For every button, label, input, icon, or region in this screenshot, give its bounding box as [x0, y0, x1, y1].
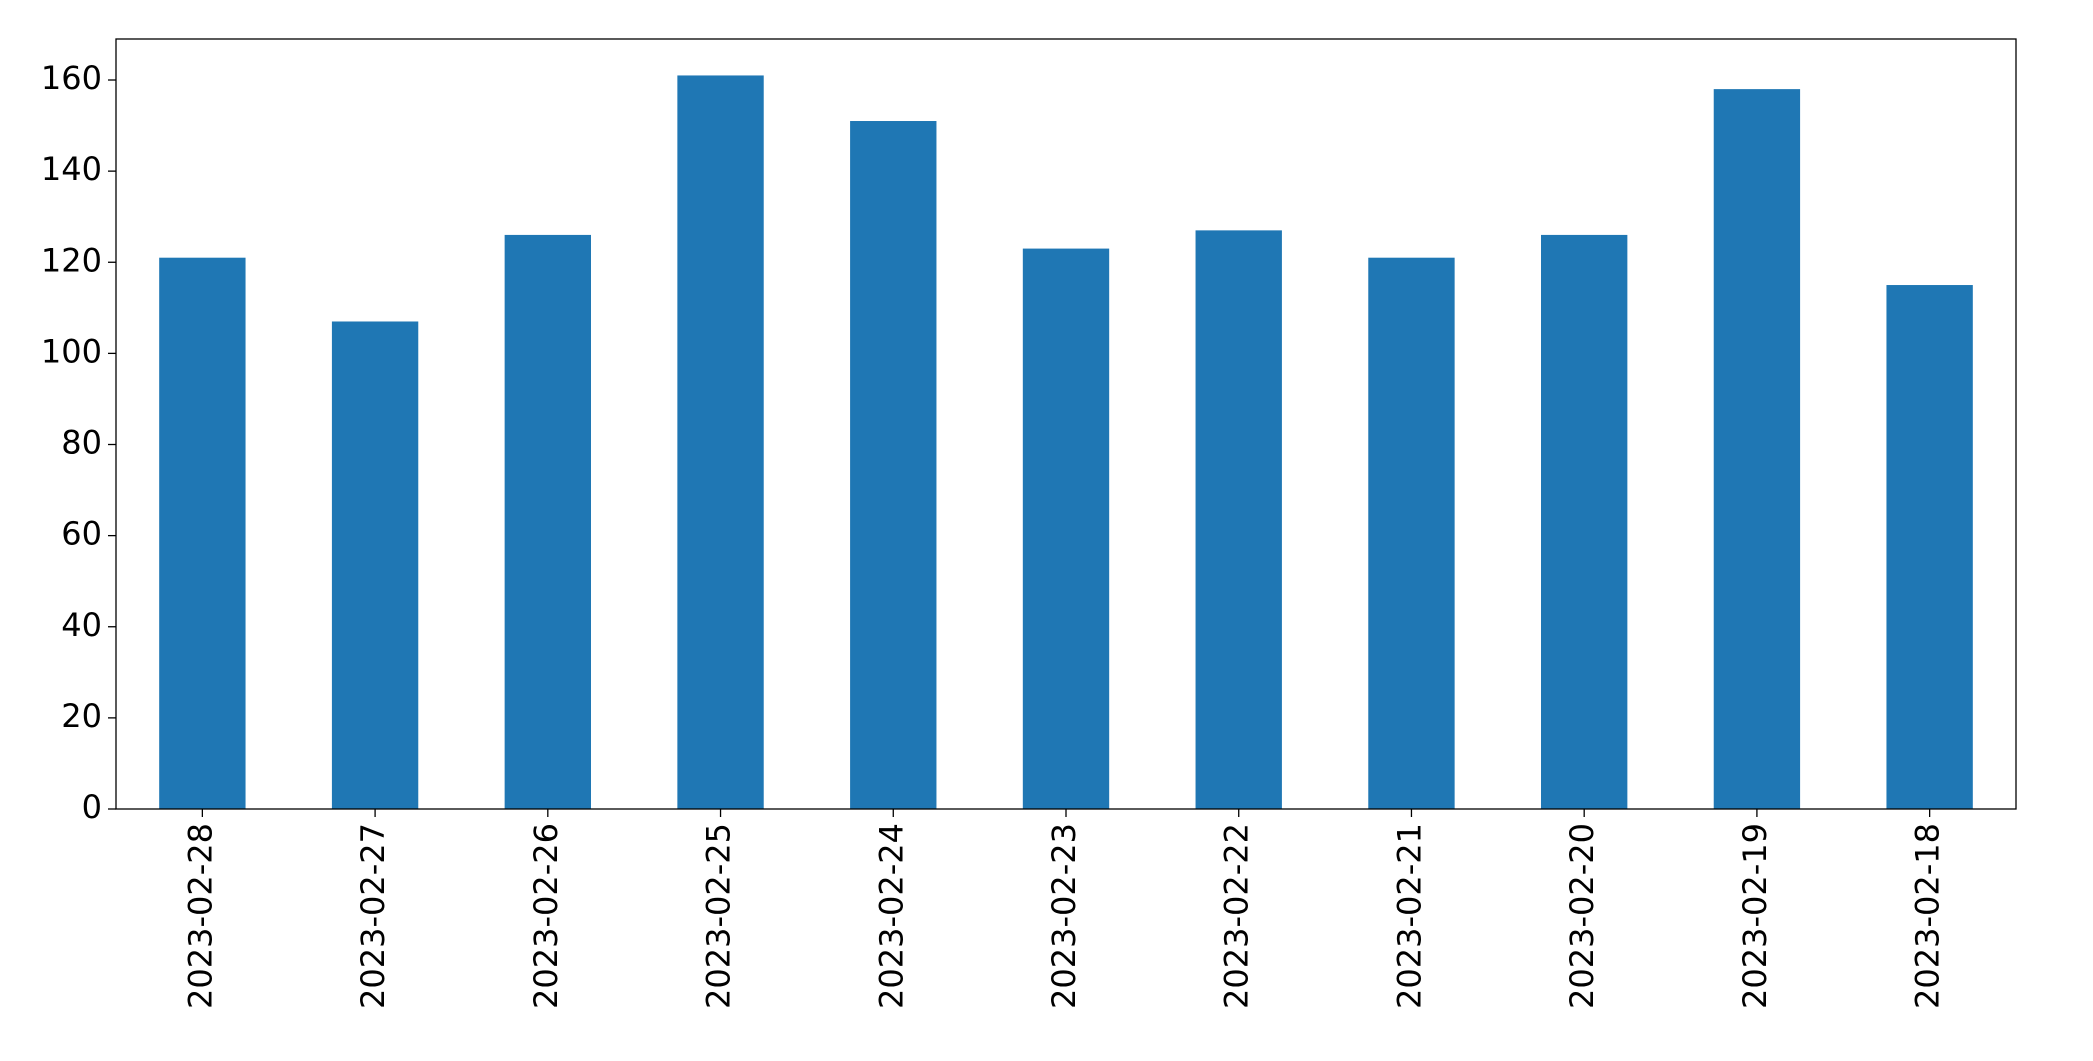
x-tick-label: 2023-02-28 [181, 823, 219, 1009]
bar [159, 257, 246, 809]
bar [1541, 234, 1628, 809]
y-tick-label: 140 [41, 150, 102, 188]
y-tick-label: 40 [61, 606, 102, 644]
x-tick-label: 2023-02-18 [1909, 823, 1947, 1009]
y-tick-label: 0 [82, 788, 102, 826]
bar [1886, 285, 1973, 809]
bar [850, 121, 937, 809]
x-tick-label: 2023-02-27 [354, 823, 392, 1009]
x-tick-label: 2023-02-25 [700, 823, 738, 1009]
x-tick-label: 2023-02-21 [1390, 823, 1428, 1009]
x-tick-label: 2023-02-23 [1045, 823, 1083, 1009]
x-tick-label: 2023-02-24 [872, 823, 910, 1009]
y-tick-label: 120 [41, 241, 102, 279]
x-tick-label: 2023-02-22 [1218, 823, 1256, 1009]
bar [504, 234, 591, 809]
bar [677, 75, 764, 809]
x-tick-label: 2023-02-19 [1736, 823, 1774, 1009]
x-tick-label: 2023-02-20 [1563, 823, 1601, 1009]
y-tick-label: 100 [41, 332, 102, 370]
plot-frame [115, 38, 2017, 810]
bar [1022, 248, 1110, 809]
bar [1713, 89, 1801, 809]
bar [1195, 230, 1282, 809]
y-tick-label: 160 [41, 59, 102, 97]
x-tick-label: 2023-02-26 [527, 823, 565, 1009]
y-tick-label: 60 [61, 515, 102, 553]
y-tick-label: 80 [61, 424, 102, 462]
bar [1368, 257, 1455, 809]
bar [331, 321, 419, 809]
y-tick-label: 20 [61, 697, 102, 735]
